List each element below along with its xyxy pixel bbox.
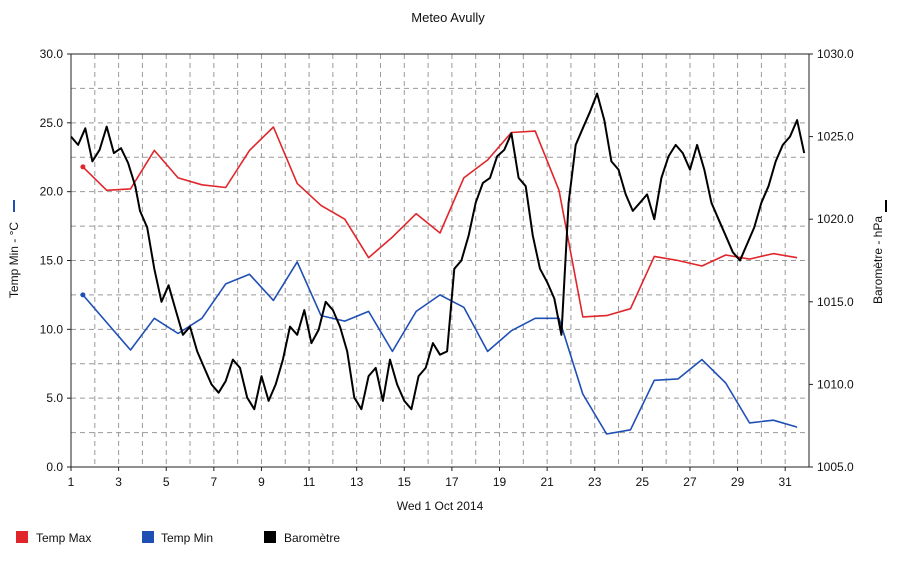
legend-label-temp-max: Temp Max	[36, 531, 91, 545]
x-tick-label: 25	[636, 475, 650, 489]
x-tick-label: 19	[493, 475, 507, 489]
y-right-tick-label: 1025.0	[817, 130, 854, 144]
y-left-tick-label: 0.0	[46, 460, 63, 474]
legend-label-barometre: Baromètre	[284, 531, 340, 545]
y-left-tick-label: 15.0	[40, 254, 64, 268]
y-left-tick-label: 20.0	[40, 185, 64, 199]
y-left-tick-label: 30.0	[40, 47, 64, 61]
x-tick-label: 11	[303, 475, 316, 489]
legend-item-temp-max: Temp Max	[16, 531, 91, 545]
y-right-tick-label: 1015.0	[817, 295, 854, 309]
legend-label-temp-min: Temp Min	[161, 531, 213, 545]
x-tick-label: 31	[779, 475, 793, 489]
y-left-tick-label: 10.0	[40, 322, 64, 336]
x-axis-ticks: 1 3 5 7 9 11 13 15 17 19 21 23 25 27 29 31	[68, 467, 793, 489]
x-tick-label: 1	[68, 475, 75, 489]
y-right-tick-label: 1030.0	[817, 47, 854, 61]
y-right-axis-label: Baromètre - hPa	[871, 216, 885, 304]
x-tick-label: 21	[540, 475, 554, 489]
x-tick-label: 3	[115, 475, 122, 489]
x-tick-label: 9	[258, 475, 265, 489]
series-line-temp-max	[82, 126, 798, 318]
x-tick-label: 15	[398, 475, 412, 489]
y-right-axis-ticks: 1005.0 1010.0 1015.0 1020.0 1025.0 1030.0	[809, 47, 854, 474]
y-left-tick-label: 25.0	[40, 116, 64, 130]
x-tick-label: 13	[350, 475, 364, 489]
series-layer	[70, 92, 806, 435]
y-right-tick-label: 1010.0	[817, 377, 854, 391]
y-left-tick-label: 5.0	[46, 391, 63, 405]
x-tick-label: 17	[445, 475, 459, 489]
legend: Temp Max Temp Min Baromètre	[16, 531, 340, 545]
grid-lines	[71, 54, 809, 467]
series-start-point-temp-min	[80, 292, 86, 298]
series-start-point-temp-max	[80, 164, 86, 170]
series-line-temp-min	[82, 261, 798, 435]
x-axis-label: Wed 1 Oct 2014	[397, 499, 484, 513]
x-tick-label: 29	[731, 475, 745, 489]
legend-swatch-temp-min	[142, 531, 154, 543]
y-left-axis-label: Temp Min - °C	[7, 222, 21, 298]
legend-swatch-temp-max	[16, 531, 28, 543]
x-tick-label: 5	[163, 475, 170, 489]
chart-title: Meteo Avully	[411, 10, 485, 25]
y-left-axis-ticks: 0.0 5.0 10.0 15.0 20.0 25.0 30.0	[40, 47, 71, 474]
x-tick-label: 23	[588, 475, 602, 489]
legend-item-barometre: Baromètre	[264, 531, 340, 545]
legend-swatch-barometre	[264, 531, 276, 543]
legend-item-temp-min: Temp Min	[142, 531, 213, 545]
x-tick-label: 7	[210, 475, 217, 489]
y-right-tick-label: 1005.0	[817, 460, 854, 474]
y-right-tick-label: 1020.0	[817, 212, 854, 226]
x-tick-label: 27	[683, 475, 697, 489]
series-line-barom-tre	[70, 92, 806, 411]
